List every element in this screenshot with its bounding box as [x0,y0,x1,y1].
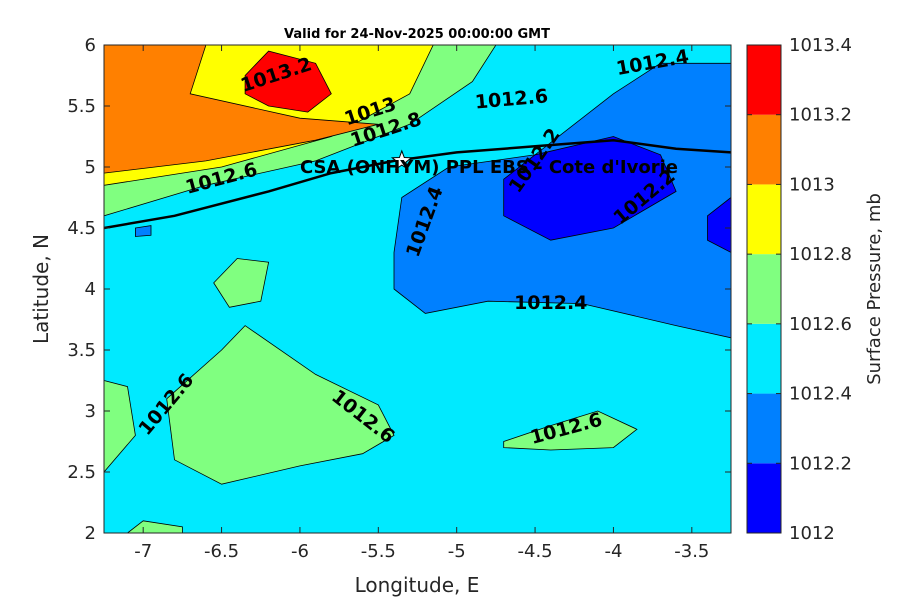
x-axis-title: Longitude, E [355,573,480,597]
contour-regions [104,45,731,533]
y-tick-label: 6 [85,35,96,56]
x-tick-label: -3.5 [674,541,709,562]
colorbar-tick-label: 1012.6 [789,314,852,335]
colorbar-swatch [747,45,781,115]
x-tick-label: -5.5 [361,541,396,562]
site-marker-group: CSA (ONHYM) PPL EBS - Cote d'Ivorie [300,149,678,178]
y-tick-label: 4 [85,279,96,300]
x-tick-label: -4 [604,541,622,562]
colorbar-swatch [747,393,781,464]
y-axis-title: Latitude, N [29,234,53,344]
colorbar-swatch [747,254,781,324]
contour-region-spot-1012.2 [134,225,152,237]
site-star-icon [390,149,413,171]
x-axis-ticks: -7 -6.5 -6 -5.5 -5 -4.5 -4 -3.5 [134,45,709,562]
y-tick-label: 2.5 [67,462,96,483]
colorbar-tick-label: 1012.4 [789,384,852,405]
contour-region-far-east-1012 [707,196,731,253]
contour-region-east-1012 [503,136,677,241]
colorbar-tick-label: 1013.4 [789,35,852,56]
y-tick-label: 3.5 [67,340,96,361]
colorbar [747,45,781,533]
contour-region-sw-1012.6 [126,520,183,533]
plot-area: 1013.210131012.81012.61012.41012.21012.2… [104,45,731,533]
y-tick-label: 2 [85,523,96,544]
colorbar-swatch [747,463,781,533]
contour-region-nw-1013.2 [244,50,332,113]
colorbar-swatch [747,114,781,185]
contour-region-center-1012.6 [166,325,395,485]
contour-region-west-1012.6 [104,380,136,473]
y-tick-label: 5 [85,157,96,178]
x-tick-label: -6.5 [204,541,239,562]
y-tick-label: 3 [85,401,96,422]
contour-region-se-1012.6 [503,410,638,451]
contour-region-nw-1013 [104,45,379,174]
colorbar-swatch [747,184,781,255]
y-tick-label: 4.5 [67,218,96,239]
y-tick-label: 5.5 [67,96,96,117]
x-tick-label: -4.5 [518,541,553,562]
colorbar-tick-label: 1013.2 [789,105,852,126]
y-axis-ticks: 2 2.5 3 3.5 4 4.5 5 5.5 6 [67,35,731,544]
x-tick-label: -5 [448,541,466,562]
colorbar-tick-label: 1013 [789,174,835,195]
colorbar-tick-label: 1012 [789,523,835,544]
x-tick-label: -7 [134,541,152,562]
coastline [104,138,731,230]
chart-title: Valid for 24-Nov-2025 00:00:00 GMT [284,27,550,42]
colorbar-title: Surface Pressure, mb [864,193,885,385]
site-label: CSA (ONHYM) PPL EBS - Cote d'Ivorie [300,157,678,178]
colorbar-tick-label: 1012.8 [789,244,852,265]
contour-region-small-1012.6 [213,258,270,308]
colorbar-frame [746,44,782,534]
colorbar-ticks: 1012 1012.2 1012.4 1012.6 1012.8 1013 1013.2 10… [747,35,852,544]
colorbar-swatch [747,323,781,394]
colorbar-tick-label: 1012.2 [789,453,852,474]
contour-label: 1012.4 [514,292,587,314]
x-tick-label: -6 [291,541,309,562]
